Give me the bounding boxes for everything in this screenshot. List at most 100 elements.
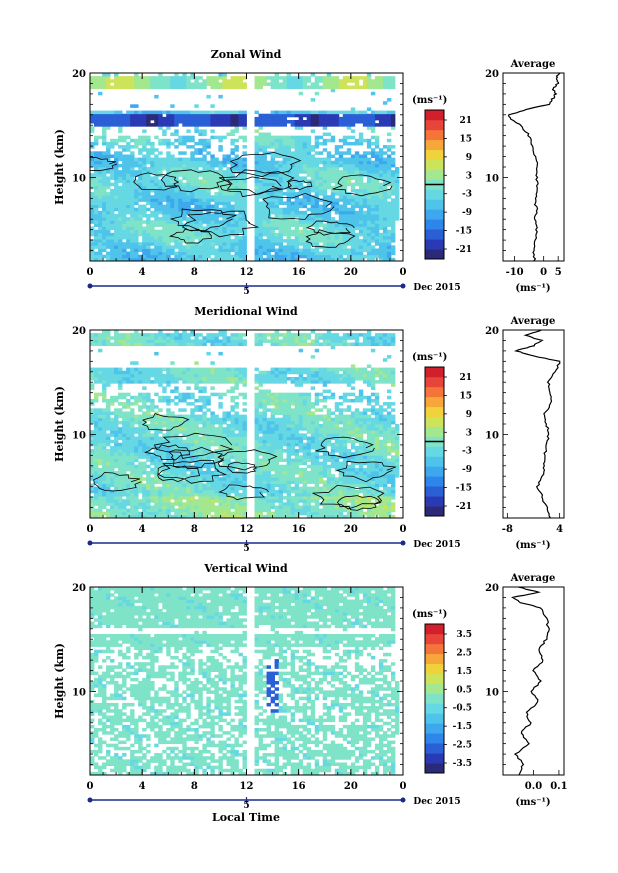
heatmap-cell	[346, 170, 352, 174]
heatmap-cell	[302, 163, 308, 168]
heatmap-cell	[198, 377, 203, 381]
heatmap-cell	[130, 210, 135, 215]
heatmap-cell	[182, 489, 187, 494]
heatmap-cell	[342, 242, 348, 246]
heatmap-cell	[182, 160, 187, 165]
heatmap-cell	[170, 455, 175, 459]
heatmap-cell	[374, 198, 380, 202]
heatmap-cell	[114, 395, 119, 400]
heatmap-cell	[378, 82, 384, 86]
heatmap-cell	[366, 201, 372, 205]
heatmap-cell	[118, 145, 123, 149]
heatmap-cell	[302, 145, 308, 149]
heatmap-cell	[222, 223, 227, 227]
heatmap-cell	[214, 433, 219, 437]
heatmap-cell	[198, 257, 203, 261]
heatmap-cell	[238, 160, 243, 165]
heatmap-cell	[98, 91, 103, 96]
heatmap-cell	[370, 248, 376, 252]
heatmap-cell	[146, 195, 151, 199]
heatmap-cell	[158, 442, 163, 447]
heatmap-cell	[98, 110, 103, 115]
heatmap-cell	[206, 408, 211, 412]
heatmap-cell	[134, 474, 139, 478]
heatmap-cell	[118, 336, 123, 340]
heatmap-cell	[118, 220, 123, 224]
heatmap-cell	[382, 179, 388, 184]
heatmap-cell	[158, 496, 163, 500]
heatmap-cell	[334, 157, 340, 162]
heatmap-cell	[118, 126, 123, 130]
heatmap-cell	[174, 195, 179, 199]
heatmap-cell	[338, 82, 344, 86]
heatmap-cell	[130, 461, 135, 466]
heatmap-cell	[194, 377, 199, 381]
heatmap-cell	[146, 170, 151, 174]
heatmap-cell	[122, 464, 127, 469]
heatmap-cell	[162, 245, 167, 249]
heatmap-cell	[214, 492, 219, 497]
heatmap-cell	[102, 445, 107, 450]
heatmap-cell	[106, 123, 111, 127]
heatmap-cell	[150, 505, 155, 509]
heatmap-cell	[254, 235, 259, 240]
heatmap-cell	[146, 411, 151, 415]
heatmap-cell	[138, 471, 143, 475]
heatmap-cell	[102, 373, 107, 378]
heatmap-cell	[206, 436, 211, 441]
heatmap-cell	[154, 135, 159, 140]
heatmap-cell	[94, 192, 99, 196]
heatmap-cell	[202, 445, 207, 450]
heatmap-cell	[338, 79, 344, 83]
heatmap-cell	[154, 427, 159, 431]
heatmap-cell	[278, 223, 284, 227]
heatmap-cell	[354, 160, 360, 165]
heatmap-cell	[154, 94, 159, 99]
heatmap-cell	[334, 232, 340, 237]
heatmap-cell	[126, 508, 131, 513]
heatmap-cell	[214, 333, 219, 337]
heatmap-cell	[278, 154, 284, 158]
heatmap-cell	[126, 201, 131, 205]
heatmap-cell	[238, 163, 243, 168]
heatmap-cell	[314, 141, 320, 146]
heatmap-cell	[186, 395, 191, 400]
heatmap-cell	[186, 427, 191, 431]
heatmap-cell	[190, 145, 195, 149]
heatmap-cell	[146, 511, 151, 516]
heatmap-cell	[354, 154, 360, 158]
heatmap-cell	[146, 486, 151, 491]
heatmap-cell	[110, 502, 115, 506]
heatmap-cell	[174, 386, 179, 390]
heatmap-cell	[134, 496, 139, 500]
heatmap-cell	[182, 333, 187, 337]
heatmap-cell	[278, 220, 284, 224]
heatmap-cell	[318, 157, 324, 162]
heatmap-cell	[294, 220, 300, 224]
heatmap-cell	[238, 113, 243, 118]
heatmap-cell	[146, 496, 151, 500]
heatmap-cell	[154, 367, 159, 372]
heatmap-cell	[206, 170, 211, 174]
heatmap-cell	[318, 76, 324, 80]
heatmap-cell	[182, 198, 187, 202]
heatmap-cell	[106, 511, 111, 516]
heatmap-cell	[130, 464, 135, 469]
colorbar-swatch	[425, 229, 444, 240]
heatmap-cell	[298, 185, 304, 190]
heatmap-cell	[282, 113, 288, 118]
heatmap-cell	[362, 223, 368, 227]
heatmap-cell	[130, 239, 135, 243]
heatmap-cell	[202, 427, 207, 431]
heatmap-cell	[262, 145, 267, 149]
heatmap-cell	[374, 248, 380, 252]
heatmap-cell	[202, 486, 207, 491]
heatmap-cell	[198, 160, 203, 165]
heatmap-cell	[262, 157, 267, 162]
heatmap-cell	[346, 151, 352, 155]
heatmap-cell	[218, 198, 223, 202]
heatmap-cell	[286, 179, 292, 184]
heatmap-cell	[90, 420, 95, 425]
heatmap-cell	[218, 195, 223, 199]
